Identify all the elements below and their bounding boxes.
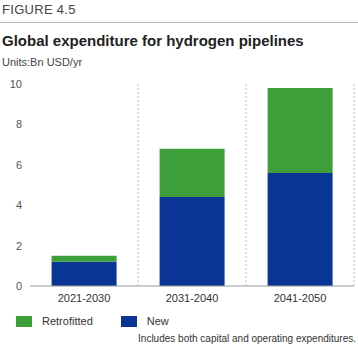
html-text:Retrofitted: Retrofitted bbox=[42, 315, 93, 327]
svg-text:2031-2040: 2031-2040 bbox=[166, 292, 219, 304]
svg-text:2: 2 bbox=[16, 240, 22, 252]
svg-text:8: 8 bbox=[16, 118, 22, 130]
html-text:FIGURE 4.5: FIGURE 4.5 bbox=[2, 2, 76, 17]
svg-text:2021-2030: 2021-2030 bbox=[58, 292, 111, 304]
svg-text:2041-2050: 2041-2050 bbox=[274, 292, 327, 304]
svg-text:6: 6 bbox=[16, 159, 22, 171]
svg-text:0: 0 bbox=[16, 280, 22, 292]
svg-text:4: 4 bbox=[16, 199, 22, 211]
svg-text:10: 10 bbox=[10, 78, 22, 90]
html-text:New: New bbox=[146, 315, 169, 327]
html-text:Units:Bn USD/yr: Units:Bn USD/yr bbox=[2, 56, 83, 68]
html-text:Includes both capital and oper: Includes both capital and operating expe… bbox=[138, 333, 356, 344]
html-text:Global expenditure for hydroge: Global expenditure for hydrogen pipeline… bbox=[2, 32, 304, 49]
